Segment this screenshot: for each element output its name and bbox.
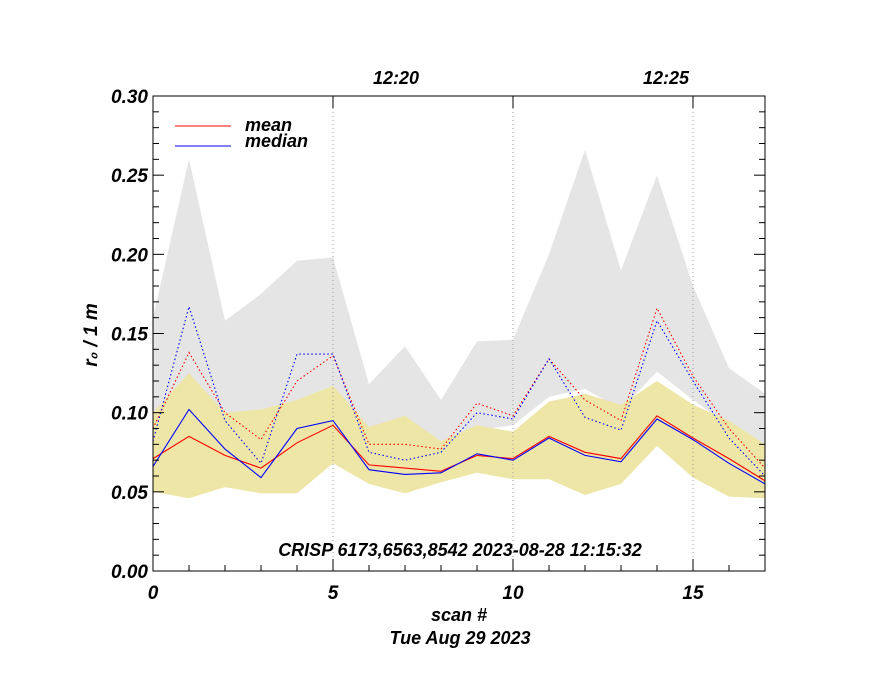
range-bands bbox=[153, 149, 765, 499]
chart-annotation: CRISP 6173,6563,8542 2023-08-28 12:15:32 bbox=[278, 540, 642, 560]
y-tick-label-6: 0.30 bbox=[111, 87, 148, 108]
legend-median-label: median bbox=[245, 131, 308, 151]
y-tick-label-2: 0.10 bbox=[111, 404, 148, 425]
legend: mean median bbox=[175, 115, 308, 151]
y-tick-label-3: 0.15 bbox=[111, 325, 148, 346]
date-label: Tue Aug 29 2023 bbox=[389, 628, 530, 648]
y-axis-label: r₀ / 1 m bbox=[81, 303, 102, 367]
y-tick-label-1: 0.05 bbox=[111, 483, 148, 504]
top-tick-label-1: 12:25 bbox=[643, 68, 690, 88]
y-tick-label-4: 0.20 bbox=[111, 245, 148, 266]
band-1 bbox=[153, 373, 765, 499]
top-axis-labels: 12:20 12:25 bbox=[373, 68, 690, 88]
x-tick-label-0: 0 bbox=[148, 583, 159, 604]
y-tick-labels: 0.00 0.05 0.10 0.15 0.20 0.25 0.30 bbox=[111, 87, 148, 583]
top-tick-label-0: 12:20 bbox=[373, 68, 419, 88]
x-tick-labels: 0 5 10 15 bbox=[148, 583, 704, 604]
series-line-1 bbox=[152, 408, 766, 485]
x-axis-label: scan # bbox=[431, 605, 487, 625]
series-line-3 bbox=[152, 304, 766, 477]
series-lines bbox=[152, 304, 766, 485]
x-tick-label-2: 10 bbox=[502, 583, 524, 604]
series-line-2 bbox=[152, 306, 766, 469]
band-0 bbox=[153, 149, 765, 477]
y-tick-label-0: 0.00 bbox=[111, 562, 148, 583]
x-tick-label-3: 15 bbox=[682, 583, 704, 604]
axis-ticks bbox=[152, 95, 766, 572]
x-tick-label-1: 5 bbox=[328, 583, 339, 604]
legend-mean-label: mean bbox=[245, 115, 292, 135]
y-tick-label-5: 0.25 bbox=[111, 166, 148, 187]
